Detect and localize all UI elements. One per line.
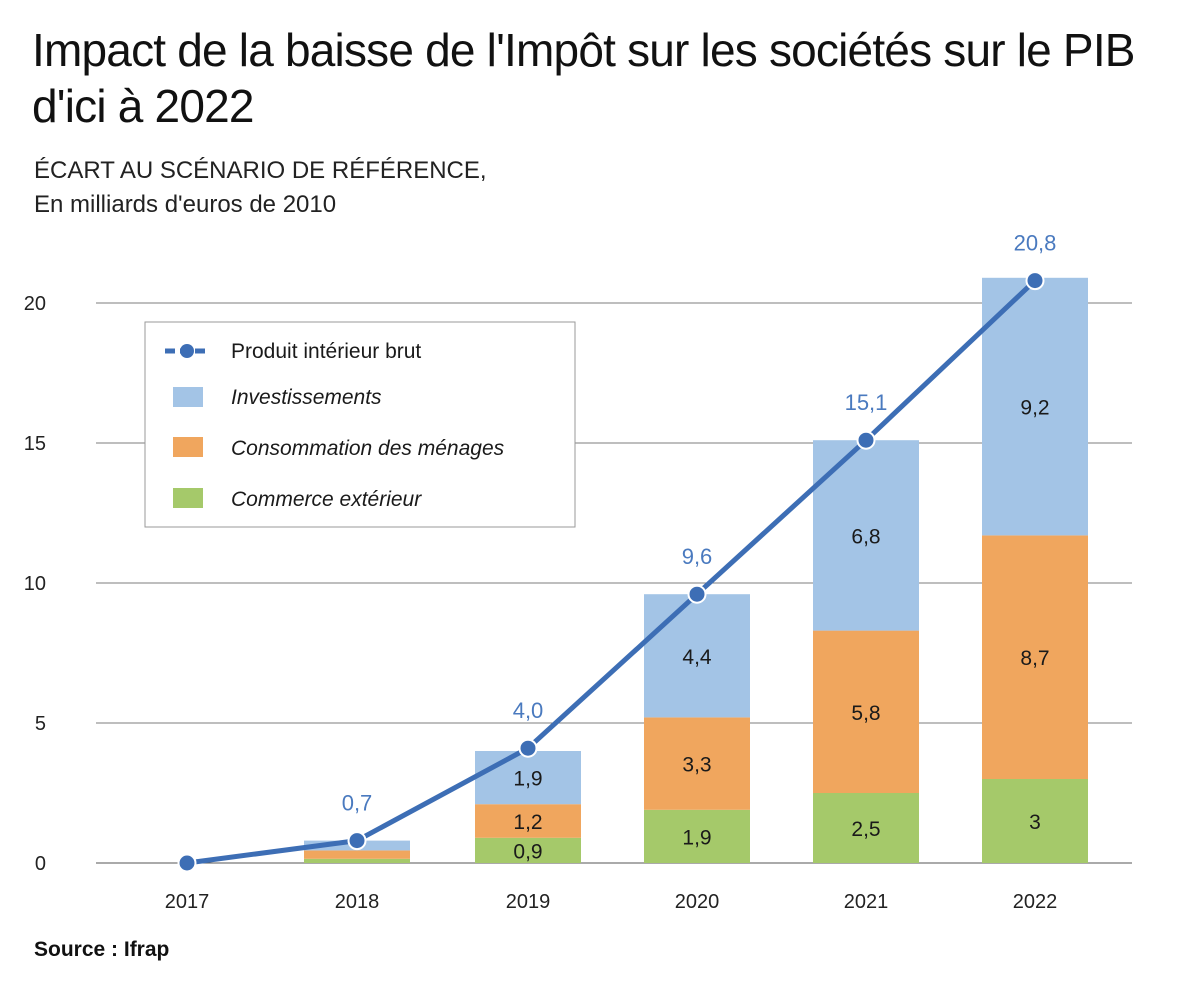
y-tick-label: 0: [35, 853, 46, 875]
bar-segment: [304, 850, 410, 859]
bar-segment-label: 1,2: [513, 811, 542, 834]
bar-segment: [813, 793, 919, 863]
bar-segment: [304, 858, 410, 863]
bar-segment-label: 2,5: [851, 818, 880, 841]
legend-item-consommation: Consommation des ménages: [173, 437, 505, 460]
bar-segment: [644, 717, 750, 810]
x-tick-label: 2022: [1013, 891, 1058, 913]
bar-segment-label: 8,7: [1020, 647, 1049, 670]
bar-segment: [475, 751, 581, 805]
x-tick-label: 2017: [165, 891, 210, 913]
line-point: [347, 831, 367, 851]
chart-subtitle: ÉCART AU SCÉNARIO DE RÉFÉRENCE, En milli…: [34, 154, 487, 222]
bar-segment: [475, 804, 581, 838]
line-layer: [177, 271, 1045, 873]
y-tick-label: 20: [24, 293, 46, 315]
legend-swatch-investissements: [173, 387, 203, 407]
line-point: [687, 584, 707, 604]
legend-item-investissements: Investissements: [173, 386, 382, 409]
x-tick-label: 2020: [675, 891, 720, 913]
legend-item-commerce: Commerce extérieur: [173, 488, 422, 511]
line-point-label: 15,1: [845, 390, 888, 415]
bars-layer: [304, 277, 1088, 863]
y-tick-label: 10: [24, 573, 46, 595]
legend-label-consommation: Consommation des ménages: [231, 437, 505, 460]
legend-swatch-commerce: [173, 488, 203, 508]
x-tick-label: 2019: [506, 891, 551, 913]
bar-segment-label: 1,9: [682, 826, 711, 849]
bar-segment-label: 6,8: [851, 525, 880, 548]
legend-item-line: Produit intérieur brut: [165, 340, 421, 363]
legend-box: [144, 321, 576, 528]
line-point-label: 20,8: [1014, 231, 1057, 256]
subtitle-line-1: ÉCART AU SCÉNARIO DE RÉFÉRENCE,: [34, 157, 487, 184]
line-point: [1025, 271, 1045, 291]
bar-segment: [475, 837, 581, 863]
legend-label-commerce: Commerce extérieur: [231, 488, 422, 511]
legend-label-investissements: Investissements: [231, 386, 382, 409]
bar-segment: [982, 779, 1088, 863]
subtitle-line-2: En milliards d'euros de 2010: [34, 191, 337, 218]
bar-segment: [644, 594, 750, 718]
bar-segment-label: 4,4: [682, 646, 712, 669]
x-tick-label: 2021: [844, 891, 889, 913]
line-point: [518, 738, 538, 758]
y-tick-label: 5: [35, 713, 46, 735]
bar-segment-label: 9,2: [1020, 397, 1049, 420]
line-series-pib: [186, 278, 1037, 866]
bar-segment-label: 3: [1029, 811, 1041, 834]
bar-segment-label: 5,8: [851, 702, 880, 725]
line-point: [177, 853, 197, 873]
bar-segment-label: 0,9: [513, 840, 542, 863]
legend-swatch-consommation: [173, 437, 203, 457]
chart-title: Impact de la baisse de l'Impôt sur les s…: [32, 24, 1135, 132]
y-tick-label: 15: [24, 433, 46, 455]
line-point-label: 0,7: [342, 791, 373, 816]
line-point-label: 9,6: [682, 544, 713, 569]
source-note: Source : Ifrap: [34, 938, 170, 961]
x-tick-label: 2018: [335, 891, 380, 913]
line-point: [856, 430, 876, 450]
bar-segment: [644, 809, 750, 863]
line-point-label: 4,0: [513, 698, 544, 723]
legend: Produit intérieur brut Investissements C…: [144, 321, 576, 528]
bar-segment: [982, 535, 1088, 779]
bar-segment: [982, 277, 1088, 536]
legend-label-line: Produit intérieur brut: [231, 340, 421, 363]
bar-segment: [813, 630, 919, 793]
labels-layer: 0,9 1,2 1,9 1,9 3,3 4,4 2,5 5,8 6,8 3 8,7 9,2 0,7 4,0…: [342, 231, 1057, 864]
bar-segment-label: 1,9: [513, 768, 542, 791]
legend-line-marker: [180, 344, 194, 358]
bar-segment-label: 3,3: [682, 754, 711, 777]
